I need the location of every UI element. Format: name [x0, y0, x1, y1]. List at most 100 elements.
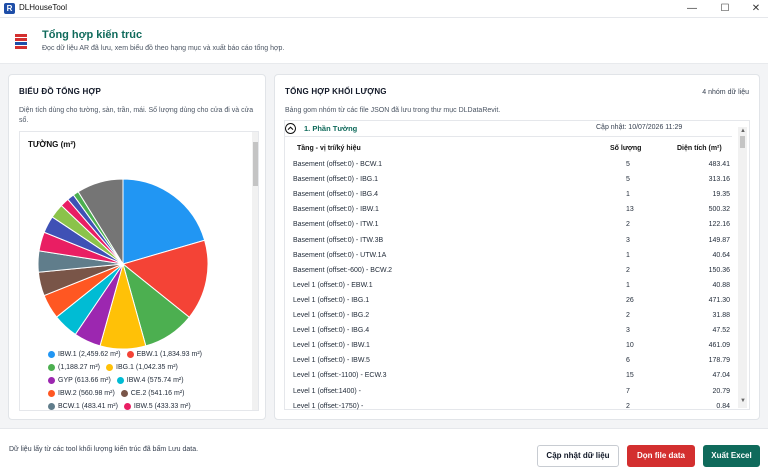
- row-area: 122.16: [708, 221, 730, 229]
- legend-row: GYP (613.66 m²) IBW.4 (575.74 m²): [48, 374, 248, 387]
- row-quantity: 10: [626, 342, 634, 350]
- row-location: Basement (offset:0) - IBG.1: [293, 176, 379, 184]
- legend-entry: EBW.1 (1,834.93 m²): [126, 351, 202, 358]
- row-location: Basement (offset:0) - ITW.1: [293, 221, 379, 229]
- row-location: Level 1 (offset:-1750) -: [293, 402, 364, 410]
- legend-label: CE.2 (541.16 m²): [130, 390, 185, 397]
- legend-label: GYP (613.66 m²): [58, 377, 111, 384]
- column-header-quantity: Số lượng: [610, 145, 642, 152]
- legend-label: IBW.5 (433.33 m²): [133, 403, 191, 410]
- legend-label: IBW.4 (575.74 m²): [126, 377, 184, 384]
- table-row[interactable]: Basement (offset:0) - IBG.4 1 19.35: [284, 188, 736, 203]
- row-location: Level 1 (offset:0) - IBG.4: [293, 327, 370, 335]
- column-header-area: Diện tích (m²): [677, 145, 722, 152]
- table-row[interactable]: Basement (offset:0) - UTW.1A 1 40.64: [284, 249, 736, 264]
- legend-swatch: [48, 364, 55, 371]
- table-row[interactable]: Basement (offset:0) - ITW.3B 3 149.87: [284, 234, 736, 249]
- legend-label: BCW.1 (483.41 m²): [58, 403, 118, 410]
- scroll-up-icon[interactable]: ▲: [740, 128, 746, 134]
- table-row[interactable]: Level 1 (offset:0) - IBG.1 26 471.30: [284, 294, 736, 309]
- legend-swatch: [106, 364, 114, 371]
- legend-swatch: [116, 377, 124, 384]
- legend-label: (1,188.27 m²): [58, 364, 101, 371]
- row-location: Basement (offset:0) - BCW.1: [293, 161, 382, 168]
- table-scrollbar[interactable]: ▲ ▼: [738, 127, 747, 408]
- table-row[interactable]: Level 1 (offset:0) - IBG.2 2 31.88: [284, 309, 736, 324]
- row-location: Basement (offset:0) - ITW.3B: [293, 236, 384, 244]
- table-row[interactable]: Basement (offset:0) - IBG.1 5 313.16: [284, 173, 736, 188]
- legend-label: IBG.1 (1,042.35 m²): [116, 364, 178, 371]
- legend-entry: GYP (613.66 m²): [48, 377, 111, 384]
- table-row[interactable]: Level 1 (offset:0) - IBW.1 10 461.09: [284, 339, 736, 354]
- row-area: 483.41: [708, 161, 730, 168]
- table-row[interactable]: Level 1 (offset:-1100) - ECW.3 15 47.04: [284, 369, 736, 384]
- chart-scrollbar-thumb[interactable]: [253, 142, 258, 186]
- group-title: 1. Phần Tường: [304, 124, 358, 133]
- table-row[interactable]: Level 1 (offset:-1750) - 2 0.84: [284, 400, 736, 415]
- legend-label: IBW.1 (2,459.62 m²): [58, 351, 121, 358]
- legend-swatch: [126, 351, 134, 358]
- clean-data-button[interactable]: Dọn file data: [627, 445, 695, 467]
- chart-title: TƯỜNG (m²): [28, 140, 76, 149]
- row-area: 500.32: [708, 206, 730, 214]
- export-excel-button[interactable]: Xuất Excel: [703, 445, 760, 467]
- legend-swatch: [120, 390, 128, 397]
- legend-entry: IBW.1 (2,459.62 m²): [48, 351, 121, 358]
- bars-icon: [15, 34, 27, 49]
- legend-entry: IBG.1 (1,042.35 m²): [106, 364, 178, 371]
- legend-row: IBW.2 (560.98 m²) CE.2 (541.16 m²): [48, 387, 248, 400]
- table-row[interactable]: Basement (offset:0) - BCW.1 5 483.41: [284, 158, 736, 173]
- legend-entry: IBW.2 (560.98 m²): [48, 390, 115, 397]
- chevron-up-icon[interactable]: [285, 123, 296, 134]
- refresh-data-button[interactable]: Cập nhật dữ liệu: [537, 445, 619, 467]
- row-area: 150.36: [708, 266, 730, 274]
- minimize-button[interactable]: —: [687, 3, 697, 14]
- row-quantity: 26: [626, 296, 634, 304]
- row-area: 178.79: [708, 357, 730, 365]
- table-scrollbar-thumb[interactable]: [740, 136, 745, 148]
- legend-entry: IBW.5 (433.33 m²): [123, 403, 191, 410]
- legend-row: IBW.1 (2,459.62 m²) EBW.1 (1,834.93 m²): [48, 348, 248, 361]
- pie-chart: [37, 178, 209, 350]
- legend-swatch: [48, 403, 55, 410]
- table-row[interactable]: Level 1 (offset:0) - EBW.1 1 40.88: [284, 279, 736, 294]
- row-area: 19.35: [712, 191, 730, 199]
- app-icon: R: [4, 3, 15, 14]
- close-button[interactable]: ✕: [751, 3, 761, 14]
- row-area: 461.09: [708, 342, 730, 350]
- table-row[interactable]: Basement (offset:0) - ITW.1 2 122.16: [284, 218, 736, 233]
- chart-scrollbar[interactable]: [252, 132, 258, 410]
- main-area: BIỂU ĐỒ TỔNG HỢP Diện tích dùng cho tườn…: [0, 64, 768, 428]
- legend-row: (1,188.27 m²) IBG.1 (1,042.35 m²): [48, 361, 248, 374]
- page-title: Tổng hợp kiến trúc: [42, 29, 143, 41]
- row-area: 0.84: [716, 402, 730, 410]
- row-location: Basement (offset:0) - IBG.4: [293, 191, 379, 199]
- table-row[interactable]: Level 1 (offset:0) - IBG.4 3 47.52: [284, 324, 736, 339]
- group-count: 4 nhóm dữ liệu: [702, 89, 749, 96]
- table-row[interactable]: Level 1 (offset:0) - IBW.5 6 178.79: [284, 354, 736, 369]
- row-quantity: 1: [626, 251, 630, 259]
- row-quantity: 13: [626, 206, 634, 214]
- row-location: Basement (offset:0) - IBW.1: [293, 206, 379, 214]
- summary-panel-title: TỔNG HỢP KHỐI LƯỢNG: [285, 87, 387, 96]
- row-quantity: 2: [626, 312, 630, 319]
- table-row[interactable]: Basement (offset:-600) - BCW.2 2 150.36: [284, 264, 736, 279]
- legend-entry: (1,188.27 m²): [48, 364, 100, 371]
- chart-scroll-area[interactable]: TƯỜNG (m²) IBW.1 (2,459.62 m²) EBW.1 (1,8…: [19, 131, 259, 411]
- maximize-button[interactable]: ☐: [720, 3, 730, 14]
- summary-panel-description: Bảng gom nhóm từ các file JSON đã lưu tr…: [285, 107, 501, 114]
- legend-entry: CE.2 (541.16 m²): [120, 390, 185, 397]
- scroll-down-icon[interactable]: ▼: [740, 398, 746, 404]
- legend-entry: BCW.1 (483.41 m²): [48, 403, 118, 410]
- group-header-walls[interactable]: 1. Phần Tường Cập nhật: 10/07/2026 11:29: [284, 121, 732, 137]
- row-quantity: 2: [626, 402, 630, 410]
- table-row[interactable]: Level 1 (offset:1400) - 7 20.79: [284, 385, 736, 400]
- row-area: 313.16: [708, 176, 730, 184]
- row-location: Level 1 (offset:0) - IBG.2: [293, 312, 370, 319]
- page-subtitle: Đọc dữ liệu AR đã lưu, xem biểu đồ theo …: [42, 45, 285, 52]
- table-row[interactable]: Basement (offset:0) - IBW.1 13 500.32: [284, 203, 736, 218]
- row-location: Level 1 (offset:0) - IBW.5: [293, 357, 370, 365]
- row-location: Level 1 (offset:1400) -: [293, 387, 361, 395]
- chart-panel-title: BIỂU ĐỒ TỔNG HỢP: [19, 87, 102, 96]
- pie-slice-ibw-1: [122, 178, 206, 265]
